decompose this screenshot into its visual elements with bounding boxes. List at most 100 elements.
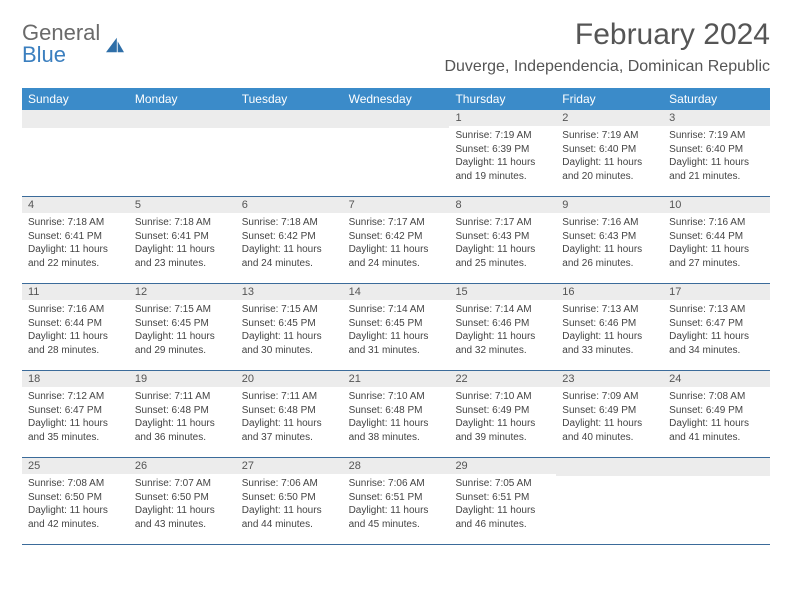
sunset-text: Sunset: 6:49 PM (455, 404, 550, 418)
daylight-text: Daylight: 11 hours and 19 minutes. (455, 156, 550, 183)
daylight-text: Daylight: 11 hours and 22 minutes. (28, 243, 123, 270)
sunrise-text: Sunrise: 7:06 AM (349, 477, 444, 491)
sunset-text: Sunset: 6:48 PM (349, 404, 444, 418)
sunrise-text: Sunrise: 7:16 AM (562, 216, 657, 230)
month-title: February 2024 (444, 18, 770, 52)
sunrise-text: Sunrise: 7:14 AM (349, 303, 444, 317)
sunrise-text: Sunrise: 7:08 AM (669, 390, 764, 404)
sunset-text: Sunset: 6:42 PM (242, 230, 337, 244)
weekday-label: Tuesday (236, 88, 343, 110)
day-cell: 18Sunrise: 7:12 AMSunset: 6:47 PMDayligh… (22, 371, 129, 457)
sunrise-text: Sunrise: 7:11 AM (242, 390, 337, 404)
day-body (22, 128, 129, 137)
daylight-text: Daylight: 11 hours and 42 minutes. (28, 504, 123, 531)
day-number (22, 110, 129, 128)
weekday-label: Thursday (449, 88, 556, 110)
day-cell: 8Sunrise: 7:17 AMSunset: 6:43 PMDaylight… (449, 197, 556, 283)
day-cell: 19Sunrise: 7:11 AMSunset: 6:48 PMDayligh… (129, 371, 236, 457)
daylight-text: Daylight: 11 hours and 20 minutes. (562, 156, 657, 183)
daylight-text: Daylight: 11 hours and 31 minutes. (349, 330, 444, 357)
day-cell: 12Sunrise: 7:15 AMSunset: 6:45 PMDayligh… (129, 284, 236, 370)
day-body: Sunrise: 7:18 AMSunset: 6:42 PMDaylight:… (236, 213, 343, 276)
sunset-text: Sunset: 6:49 PM (669, 404, 764, 418)
sunrise-text: Sunrise: 7:15 AM (135, 303, 230, 317)
day-cell: 15Sunrise: 7:14 AMSunset: 6:46 PMDayligh… (449, 284, 556, 370)
day-body: Sunrise: 7:16 AMSunset: 6:44 PMDaylight:… (663, 213, 770, 276)
day-cell: 29Sunrise: 7:05 AMSunset: 6:51 PMDayligh… (449, 458, 556, 544)
day-body: Sunrise: 7:14 AMSunset: 6:46 PMDaylight:… (449, 300, 556, 363)
day-body: Sunrise: 7:19 AMSunset: 6:40 PMDaylight:… (556, 126, 663, 189)
day-number (129, 110, 236, 128)
day-cell (556, 458, 663, 544)
brand-text: General Blue (22, 22, 100, 66)
day-body: Sunrise: 7:11 AMSunset: 6:48 PMDaylight:… (236, 387, 343, 450)
sunset-text: Sunset: 6:51 PM (349, 491, 444, 505)
weekday-header: Sunday Monday Tuesday Wednesday Thursday… (22, 88, 770, 110)
brand-sail-icon (104, 36, 126, 54)
day-number (236, 110, 343, 128)
day-cell: 4Sunrise: 7:18 AMSunset: 6:41 PMDaylight… (22, 197, 129, 283)
day-body (343, 128, 450, 137)
day-number: 9 (556, 197, 663, 213)
day-cell: 9 Sunrise: 7:16 AMSunset: 6:43 PMDaylight… (556, 197, 663, 283)
sunrise-text: Sunrise: 7:13 AM (562, 303, 657, 317)
day-body: Sunrise: 7:17 AMSunset: 6:43 PMDaylight:… (449, 213, 556, 276)
daylight-text: Daylight: 11 hours and 26 minutes. (562, 243, 657, 270)
sunset-text: Sunset: 6:48 PM (242, 404, 337, 418)
daylight-text: Daylight: 11 hours and 41 minutes. (669, 417, 764, 444)
day-number: 15 (449, 284, 556, 300)
day-cell (129, 110, 236, 196)
sunset-text: Sunset: 6:44 PM (28, 317, 123, 331)
day-cell: 6Sunrise: 7:18 AMSunset: 6:42 PMDaylight… (236, 197, 343, 283)
day-body: Sunrise: 7:15 AMSunset: 6:45 PMDaylight:… (129, 300, 236, 363)
day-cell: 26Sunrise: 7:07 AMSunset: 6:50 PMDayligh… (129, 458, 236, 544)
calendar: Sunday Monday Tuesday Wednesday Thursday… (22, 88, 770, 545)
daylight-text: Daylight: 11 hours and 36 minutes. (135, 417, 230, 444)
daylight-text: Daylight: 11 hours and 24 minutes. (349, 243, 444, 270)
day-cell: 14Sunrise: 7:14 AMSunset: 6:45 PMDayligh… (343, 284, 450, 370)
sunset-text: Sunset: 6:46 PM (562, 317, 657, 331)
day-body: Sunrise: 7:18 AMSunset: 6:41 PMDaylight:… (129, 213, 236, 276)
sunset-text: Sunset: 6:47 PM (28, 404, 123, 418)
daylight-text: Daylight: 11 hours and 39 minutes. (455, 417, 550, 444)
day-cell: 24Sunrise: 7:08 AMSunset: 6:49 PMDayligh… (663, 371, 770, 457)
day-body: Sunrise: 7:10 AMSunset: 6:49 PMDaylight:… (449, 387, 556, 450)
sunrise-text: Sunrise: 7:19 AM (562, 129, 657, 143)
day-number: 23 (556, 371, 663, 387)
day-body: Sunrise: 7:05 AMSunset: 6:51 PMDaylight:… (449, 474, 556, 537)
daylight-text: Daylight: 11 hours and 46 minutes. (455, 504, 550, 531)
day-cell: 7Sunrise: 7:17 AMSunset: 6:42 PMDaylight… (343, 197, 450, 283)
location: Duverge, Independencia, Dominican Republ… (444, 58, 770, 76)
sunset-text: Sunset: 6:43 PM (562, 230, 657, 244)
day-cell: 23Sunrise: 7:09 AMSunset: 6:49 PMDayligh… (556, 371, 663, 457)
day-cell: 3Sunrise: 7:19 AMSunset: 6:40 PMDaylight… (663, 110, 770, 196)
sunset-text: Sunset: 6:42 PM (349, 230, 444, 244)
daylight-text: Daylight: 11 hours and 21 minutes. (669, 156, 764, 183)
sunrise-text: Sunrise: 7:19 AM (455, 129, 550, 143)
day-cell: 13Sunrise: 7:15 AMSunset: 6:45 PMDayligh… (236, 284, 343, 370)
day-body: Sunrise: 7:12 AMSunset: 6:47 PMDaylight:… (22, 387, 129, 450)
sunset-text: Sunset: 6:39 PM (455, 143, 550, 157)
day-body: Sunrise: 7:07 AMSunset: 6:50 PMDaylight:… (129, 474, 236, 537)
day-cell (236, 110, 343, 196)
day-body: Sunrise: 7:13 AMSunset: 6:47 PMDaylight:… (663, 300, 770, 363)
sunrise-text: Sunrise: 7:08 AM (28, 477, 123, 491)
day-body (236, 128, 343, 137)
day-cell (22, 110, 129, 196)
day-cell: 28Sunrise: 7:06 AMSunset: 6:51 PMDayligh… (343, 458, 450, 544)
sunset-text: Sunset: 6:51 PM (455, 491, 550, 505)
day-number: 1 (449, 110, 556, 126)
daylight-text: Daylight: 11 hours and 30 minutes. (242, 330, 337, 357)
daylight-text: Daylight: 11 hours and 44 minutes. (242, 504, 337, 531)
day-cell: 27Sunrise: 7:06 AMSunset: 6:50 PMDayligh… (236, 458, 343, 544)
sunset-text: Sunset: 6:50 PM (135, 491, 230, 505)
day-body: Sunrise: 7:10 AMSunset: 6:48 PMDaylight:… (343, 387, 450, 450)
weeks-container: 1Sunrise: 7:19 AMSunset: 6:39 PMDaylight… (22, 110, 770, 545)
sunset-text: Sunset: 6:45 PM (135, 317, 230, 331)
title-block: February 2024 Duverge, Independencia, Do… (444, 18, 770, 76)
day-number: 20 (236, 371, 343, 387)
sunset-text: Sunset: 6:50 PM (242, 491, 337, 505)
week-row: 1Sunrise: 7:19 AMSunset: 6:39 PMDaylight… (22, 110, 770, 197)
day-body: Sunrise: 7:06 AMSunset: 6:50 PMDaylight:… (236, 474, 343, 537)
day-number: 27 (236, 458, 343, 474)
